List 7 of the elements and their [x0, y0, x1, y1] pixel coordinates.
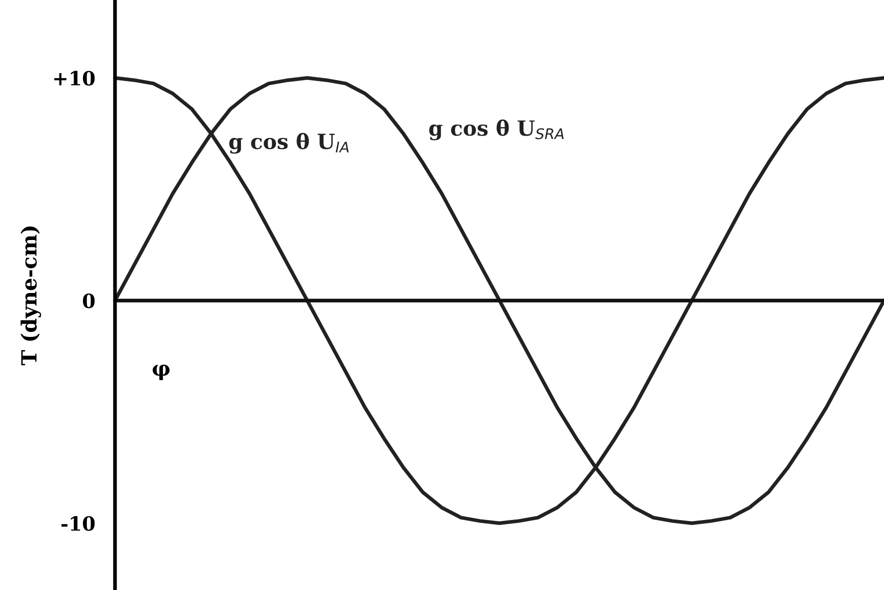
y-tick-label: -10 — [61, 516, 95, 531]
series-label: g cos θ U$_{IA}$ — [229, 132, 349, 154]
y-tick-label: +10 — [54, 70, 95, 86]
series-label: g cos θ U$_{SRA}$ — [429, 120, 564, 140]
x-axis-title: φ — [152, 364, 170, 380]
y-axis-title: T (dyne-cm) — [20, 226, 42, 366]
y-tick-label: 0 — [82, 294, 95, 308]
